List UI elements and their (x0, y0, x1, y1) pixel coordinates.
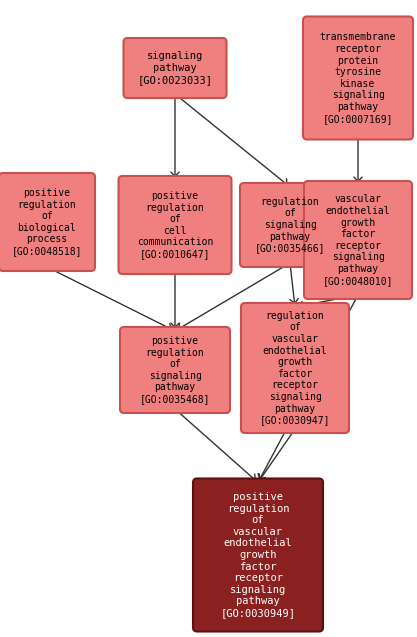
FancyBboxPatch shape (0, 173, 95, 271)
Text: regulation
of
vascular
endothelial
growth
factor
receptor
signaling
pathway
[GO:: regulation of vascular endothelial growt… (260, 311, 330, 426)
Text: signaling
pathway
[GO:0023033]: signaling pathway [GO:0023033] (138, 52, 213, 85)
Text: transmembrane
receptor
protein
tyrosine
kinase
signaling
pathway
[GO:0007169]: transmembrane receptor protein tyrosine … (320, 32, 396, 124)
Text: positive
regulation
of
biological
process
[GO:0048518]: positive regulation of biological proces… (12, 188, 82, 256)
FancyBboxPatch shape (118, 176, 231, 274)
FancyBboxPatch shape (193, 478, 323, 631)
FancyBboxPatch shape (120, 327, 230, 413)
Text: vascular
endothelial
growth
factor
receptor
signaling
pathway
[GO:0048010]: vascular endothelial growth factor recep… (323, 194, 393, 285)
Text: regulation
of
signaling
pathway
[GO:0035466]: regulation of signaling pathway [GO:0035… (255, 197, 325, 253)
FancyBboxPatch shape (303, 17, 413, 140)
Text: positive
regulation
of
vascular
endothelial
growth
factor
receptor
signaling
pat: positive regulation of vascular endothel… (221, 492, 296, 618)
FancyBboxPatch shape (241, 303, 349, 433)
FancyBboxPatch shape (123, 38, 226, 98)
FancyBboxPatch shape (240, 183, 340, 267)
Text: positive
regulation
of
cell
communication
[GO:0010647]: positive regulation of cell communicatio… (137, 191, 213, 259)
FancyBboxPatch shape (304, 181, 412, 299)
Text: positive
regulation
of
signaling
pathway
[GO:0035468]: positive regulation of signaling pathway… (140, 336, 210, 404)
